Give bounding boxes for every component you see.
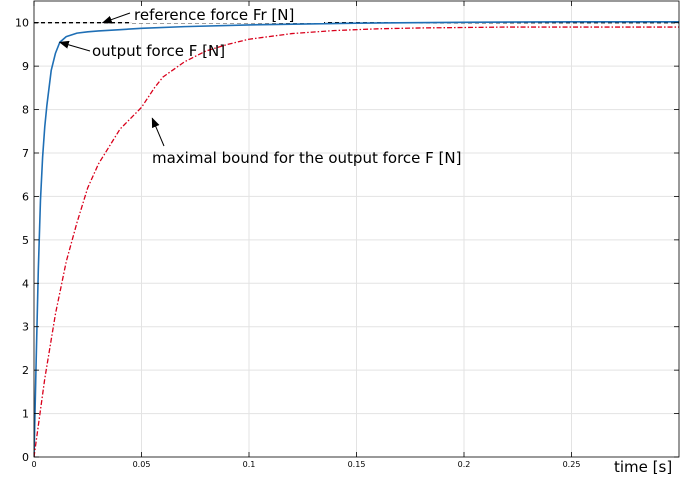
annotations: reference force Fr [N] output force F [N]… [58, 6, 461, 167]
y-tick-label: 8 [22, 104, 29, 117]
annotation-arrow [101, 12, 131, 24]
annotation-label: output force F [N] [92, 42, 225, 60]
series-line-output [34, 21, 679, 457]
x-tick-label: 0.25 [563, 460, 581, 469]
annotation-arrow [151, 117, 165, 147]
annotation-bg [132, 6, 324, 23]
y-tick-label: 3 [22, 321, 29, 334]
series-line-bound [34, 26, 679, 457]
x-axis-label: time [s] [614, 458, 672, 476]
x-tick-label: 0.2 [458, 460, 471, 469]
x-tick-label: 0.05 [133, 460, 151, 469]
y-tick-label: 4 [22, 277, 29, 290]
y-tick-label: 6 [22, 190, 29, 203]
annotation-label: maximal bound for the output force F [N] [152, 149, 461, 167]
y-tick-label: 9 [22, 60, 29, 73]
y-tick-label: 1 [22, 408, 29, 421]
x-tick-label: 0.1 [243, 460, 256, 469]
y-tick-label: 10 [15, 17, 29, 30]
annotation-arrow [58, 40, 91, 52]
annotation-label: reference force Fr [N] [134, 6, 294, 24]
x-tick-label: 0 [31, 460, 36, 469]
x-tick-label: 0.15 [348, 460, 366, 469]
y-tick-label: 5 [22, 234, 29, 247]
y-tick-label: 0 [22, 451, 29, 464]
y-tick-label: 7 [22, 147, 29, 160]
ticks: 0 0.05 0.1 0.15 0.2 0.25 0 1 2 3 4 5 6 7 8 9 10 [15, 1, 679, 469]
y-tick-label: 2 [22, 364, 29, 377]
